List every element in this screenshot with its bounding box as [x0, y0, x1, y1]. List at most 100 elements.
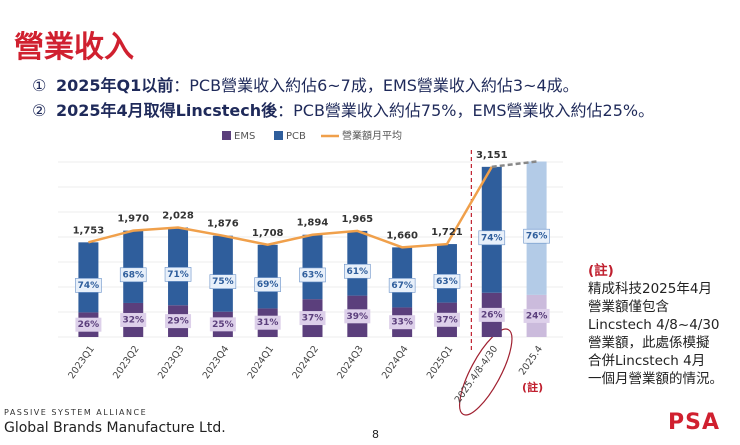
note-line: Lincstech 4/8~4/30: [588, 317, 720, 333]
bullet: ① 2025年Q1以前：PCB營業收入約佔6~7成，EMS營業收入約佔3~4成。: [32, 72, 579, 96]
data-label: 1,708: [252, 228, 284, 239]
data-label: 32%: [122, 315, 144, 325]
label-box: [119, 267, 147, 283]
bullet-bold: 2025年Q1以前: [56, 76, 174, 95]
data-label: 26%: [78, 320, 100, 330]
x-tick-label: 2023Q3: [156, 344, 187, 381]
note-heading: (註): [588, 263, 614, 279]
data-label: 63%: [302, 270, 324, 280]
data-label: 37%: [436, 315, 458, 325]
bar-segment: [526, 161, 547, 295]
bar-segment: [481, 166, 502, 293]
x-tick-label: 2025Q1: [425, 344, 456, 381]
x-tick-label: 2023Q4: [201, 344, 232, 381]
data-label: 24%: [526, 311, 548, 321]
label-box: [75, 278, 102, 293]
data-label: 61%: [347, 267, 369, 277]
page-number: 8: [372, 428, 379, 441]
data-label: 63%: [436, 277, 458, 287]
note-line: 營業額，此處係模擬: [588, 335, 710, 351]
bar-segment: [302, 234, 323, 300]
logo: PSA: [668, 410, 720, 435]
data-label: 31%: [257, 318, 279, 328]
bar-segment: [168, 227, 189, 306]
label-box: [523, 308, 550, 323]
label-box: [523, 228, 550, 244]
bar-segment: [78, 242, 99, 313]
data-label: 37%: [302, 314, 324, 324]
line: [88, 166, 493, 249]
data-label: 75%: [212, 277, 234, 287]
label-box: [165, 314, 192, 329]
label-box: [433, 312, 460, 327]
data-label: 2,028: [162, 210, 194, 221]
label-box: [433, 274, 461, 289]
data-label: 3,151: [476, 150, 508, 161]
note-line: 精成科技2025年4月: [588, 281, 712, 297]
x-tick-label: 2025.4/8-4/30: [453, 344, 501, 405]
data-label: 33%: [391, 318, 413, 328]
data-label: 25%: [212, 320, 234, 330]
label-box: [344, 263, 371, 279]
label-box: [478, 230, 506, 246]
legend-label: PCB: [286, 131, 306, 142]
bar-segment: [212, 235, 233, 312]
data-label: 1,660: [386, 230, 418, 241]
label-box: [388, 278, 416, 293]
bar-segment: [392, 247, 413, 308]
annotation: (註): [522, 380, 543, 394]
label-box: [299, 311, 326, 326]
data-label: 74%: [481, 233, 503, 243]
data-label: 68%: [122, 270, 144, 280]
bullet-text: ：PCB營業收入約佔75%，EMS營業收入約佔25%。: [277, 101, 655, 120]
label-box: [120, 312, 147, 327]
label-box: [389, 315, 416, 330]
legend-label: 營業額月平均: [342, 129, 402, 142]
footer-company: Global Brands Manufacture Ltd.: [4, 420, 226, 436]
bullet-number: ①: [32, 76, 47, 95]
label-box: [344, 309, 371, 324]
x-tick-label: 2023Q1: [66, 344, 97, 381]
label-box: [299, 267, 326, 283]
data-label: 1,894: [297, 218, 329, 229]
x-tick-label: 2023Q2: [111, 344, 142, 381]
legend-label: EMS: [234, 131, 255, 142]
bullet: ② 2025年4月取得Lincstech後：PCB營業收入約佔75%，EMS營業收…: [32, 97, 654, 121]
note-line: 營業額僅包含: [588, 299, 669, 315]
label-box: [254, 277, 281, 292]
note: (註) 精成科技2025年4月 營業額僅包含 Lincstech 4/8~4/3…: [588, 262, 723, 388]
bar-segment: [257, 244, 278, 309]
x-tick-label: 2025.4: [517, 344, 545, 378]
data-label: 1,721: [431, 227, 463, 238]
bullet-bold: 2025年4月取得Lincstech後: [56, 101, 278, 120]
data-label: 1,753: [73, 225, 105, 236]
data-label: 74%: [78, 281, 100, 291]
data-label: 69%: [257, 280, 279, 290]
data-label: 1,970: [117, 214, 149, 225]
data-label: 26%: [481, 310, 503, 320]
footer-tagline: PASSIVE SYSTEM ALLIANCE: [4, 408, 148, 417]
label-box: [209, 274, 237, 289]
label-box: [254, 315, 281, 330]
bar-segment: [347, 230, 368, 296]
data-label: 67%: [391, 281, 413, 291]
data-label: 39%: [347, 312, 369, 322]
bar-segment: [123, 230, 144, 303]
label-box: [75, 317, 102, 332]
data-label: 71%: [167, 270, 189, 280]
data-label: 76%: [526, 232, 548, 242]
legend-swatch: [274, 131, 283, 140]
bullet-number: ②: [32, 101, 47, 120]
note-line: 一個月營業額的情況。: [588, 371, 723, 387]
highlight-ellipse: [459, 328, 513, 416]
label-box: [209, 317, 236, 332]
x-tick-label: 2024Q4: [380, 344, 411, 381]
slide-title: 營業收入: [14, 30, 134, 65]
label-box: [164, 267, 192, 282]
legend-swatch: [222, 131, 231, 140]
label-box: [478, 307, 505, 322]
data-label: 1,965: [341, 214, 373, 225]
data-label: 29%: [167, 317, 189, 327]
